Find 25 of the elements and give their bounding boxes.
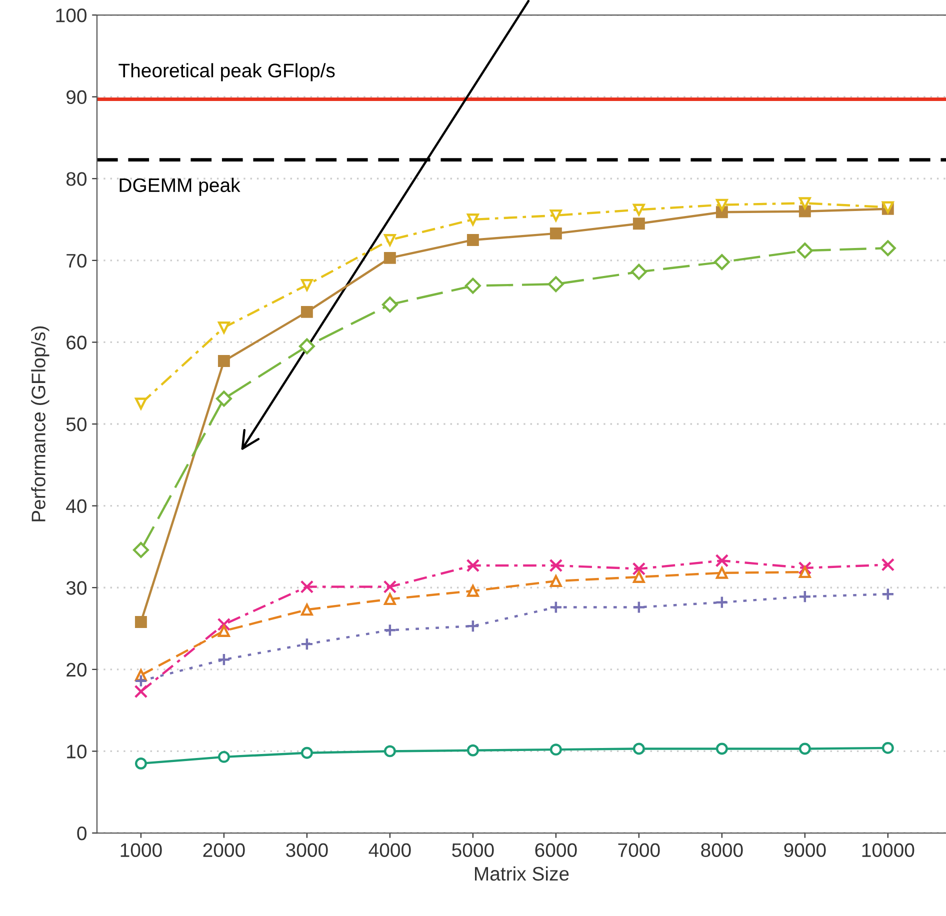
y-tick-label: 50	[66, 417, 86, 432]
x-tick-label: 6000	[535, 843, 577, 858]
y-tick-label: 30	[66, 581, 86, 595]
y-tick-label: 10	[67, 744, 86, 758]
y-tick-label: 70	[66, 254, 86, 268]
x-tick-label: 4000	[368, 843, 411, 858]
x-tick-label: 3000	[286, 843, 328, 858]
y-axis-title: Performance (GFlop/s)	[31, 326, 50, 522]
y-tick-label: 60	[66, 336, 86, 350]
y-tick-label: 20	[66, 662, 86, 677]
y-tick-label: 100	[56, 8, 86, 22]
y-tick-label: 40	[66, 499, 86, 514]
x-tick-label: 9000	[784, 843, 826, 858]
x-tick-label: 10000	[862, 843, 914, 858]
x-tick-label: 2000	[203, 843, 245, 858]
y-tick-label: 80	[66, 172, 86, 186]
ref-line-label: DGEMM peak	[120, 178, 240, 196]
y-tick-label: 0	[77, 826, 86, 840]
ref-line-label: Theoretical peak GFlop/s	[118, 63, 335, 82]
x-tick-label: 7000	[618, 843, 660, 858]
x-tick-label: 5000	[452, 843, 494, 858]
x-axis-title: Matrix Size	[475, 866, 569, 881]
x-tick-label: 1000	[120, 843, 162, 858]
y-tick-label: 90	[66, 90, 86, 104]
x-tick-label: 8000	[701, 843, 743, 858]
